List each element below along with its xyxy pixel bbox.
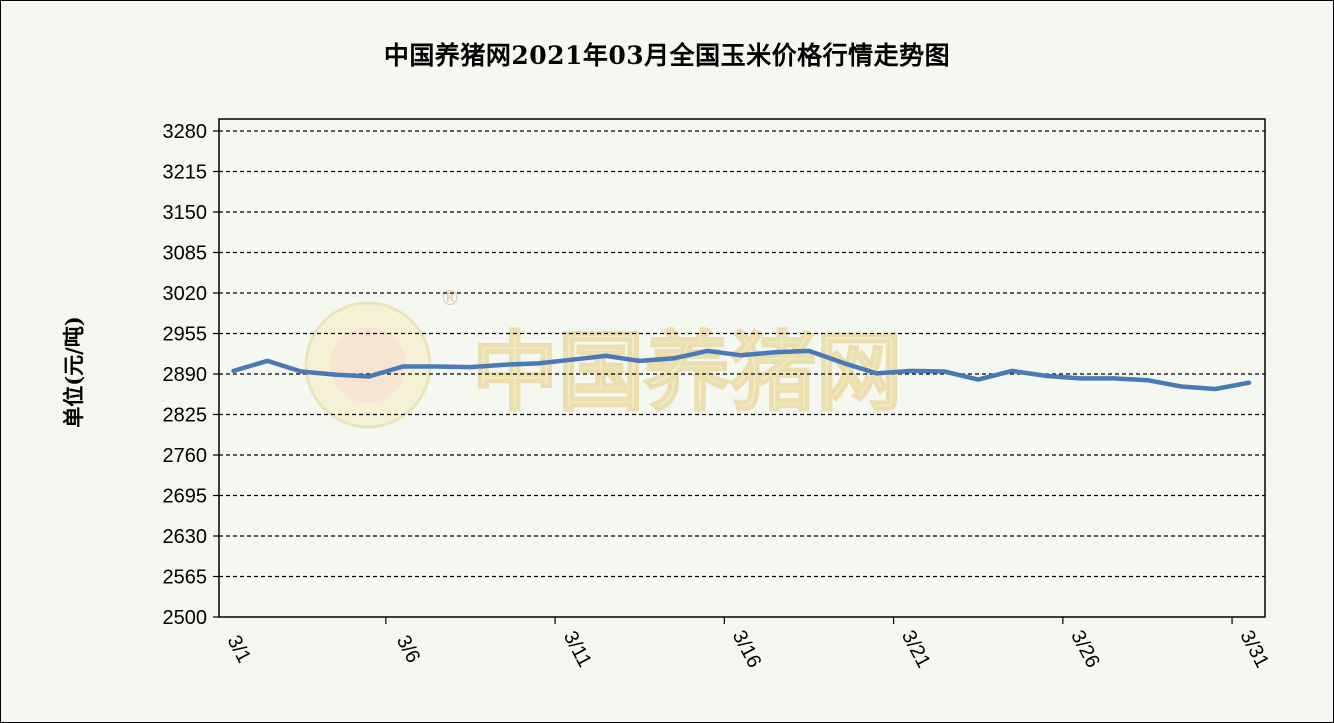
data-point <box>1213 387 1217 391</box>
series-layer <box>231 348 1252 392</box>
y-axis-ticks: 3280 3215 3150 3085 3020 2955 2890 2825 2760 2695… <box>163 121 219 629</box>
data-point <box>773 350 777 354</box>
y-tick-label: 3215 <box>163 162 208 184</box>
data-point <box>1044 374 1048 378</box>
x-axis-ticks: 3/1 3/6 3/11 3/16 3/21 3/26 3/31 <box>223 617 1273 672</box>
x-tick-label: 3/6 <box>392 632 424 667</box>
y-tick-label: 2825 <box>163 405 208 427</box>
y-tick-label: 3150 <box>163 202 208 224</box>
data-point <box>502 363 506 367</box>
watermark-brand-text: 中国养猪网 <box>472 323 902 423</box>
plot-area <box>218 118 1266 618</box>
data-point <box>367 374 371 378</box>
y-tick-label: 2695 <box>163 486 208 508</box>
data-point <box>1010 369 1014 373</box>
data-point <box>1247 381 1251 385</box>
gridlines <box>219 130 1265 578</box>
x-tick-label: 3/1 <box>223 632 255 667</box>
data-point <box>1179 384 1183 388</box>
data-point <box>638 359 642 363</box>
data-point <box>1112 376 1116 380</box>
watermark-registered-mark: ® <box>440 286 460 310</box>
data-point <box>875 371 879 375</box>
y-tick-label: 2955 <box>163 324 208 346</box>
data-point <box>909 369 912 373</box>
data-point <box>1078 376 1082 380</box>
data-point <box>265 359 269 363</box>
data-point <box>468 365 472 369</box>
x-tick-label: 3/26 <box>1066 627 1104 672</box>
y-tick-label: 2630 <box>163 526 208 548</box>
data-point <box>299 370 303 374</box>
data-point <box>942 370 946 374</box>
y-tick-label: 2890 <box>163 364 208 386</box>
data-point <box>841 361 845 365</box>
y-tick-label: 2500 <box>163 607 208 629</box>
y-tick-label: 3280 <box>163 121 208 143</box>
data-point <box>604 354 608 358</box>
y-tick-label: 3085 <box>163 243 208 265</box>
data-point <box>333 373 337 377</box>
data-point <box>705 349 709 353</box>
x-tick-label: 3/31 <box>1235 627 1273 672</box>
x-tick-label: 3/11 <box>559 627 596 670</box>
data-point <box>232 369 235 373</box>
data-point <box>739 353 743 357</box>
data-point <box>570 358 574 362</box>
x-tick-label: 3/21 <box>897 627 935 672</box>
data-point <box>435 365 439 369</box>
chart-title: 中国养猪网2021年03月全国玉米价格行情走势图 <box>383 41 951 70</box>
data-point <box>976 378 980 382</box>
x-tick-label: 3/16 <box>728 627 766 672</box>
data-point <box>672 356 676 360</box>
data-point <box>1145 378 1149 382</box>
y-tick-label: 3020 <box>163 283 208 305</box>
y-tick-label: 2760 <box>163 445 208 467</box>
data-point <box>401 365 405 369</box>
data-point <box>536 361 540 365</box>
data-point <box>807 349 811 353</box>
y-tick-label: 2565 <box>163 567 208 589</box>
watermark-logo: 中国养猪网 ® <box>304 286 903 429</box>
